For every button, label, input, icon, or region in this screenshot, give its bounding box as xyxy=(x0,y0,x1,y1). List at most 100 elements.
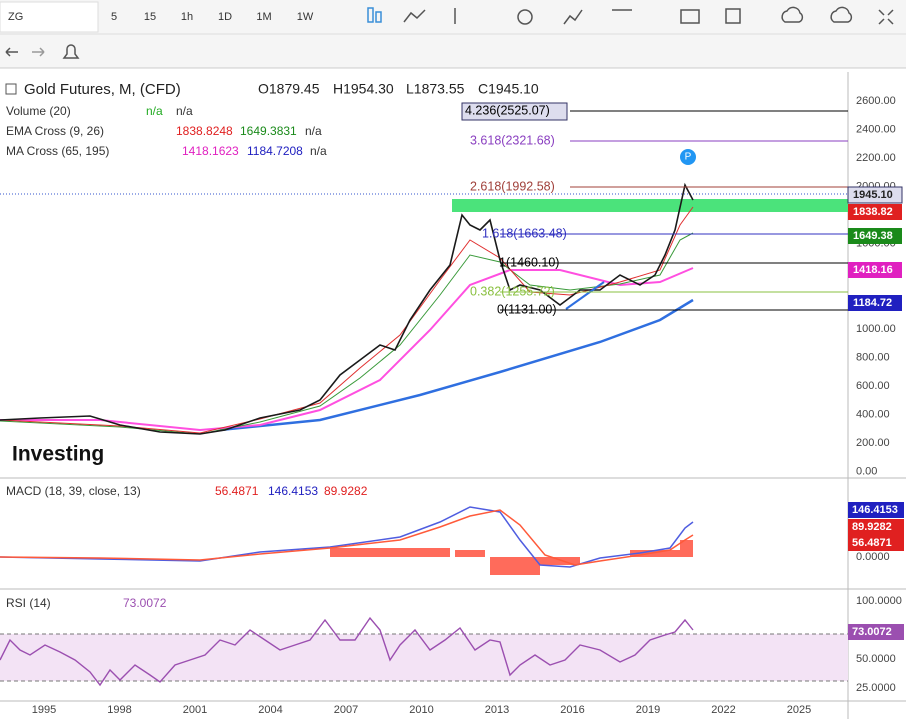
candles-icon[interactable] xyxy=(375,11,382,23)
fib-anchor xyxy=(565,281,605,310)
time-axis-label: 2001 xyxy=(183,704,207,716)
price-tag xyxy=(848,228,902,244)
color-icon[interactable] xyxy=(725,8,741,24)
ma-195 xyxy=(219,298,694,432)
macd-line xyxy=(0,506,694,568)
symbol: ZG xyxy=(8,11,23,23)
interval-button[interactable]: 1h xyxy=(181,11,193,23)
price-axis-label: 800.00 xyxy=(856,351,890,363)
macd-tag-label: 89.9282 xyxy=(852,521,892,533)
fib-zone xyxy=(452,199,848,212)
macd-tag-label: 56.4871 xyxy=(852,537,892,549)
price-tag xyxy=(848,295,902,311)
price-tag xyxy=(847,186,903,204)
price-axis-label: 200.00 xyxy=(856,437,890,449)
price-axis-label: 2600.00 xyxy=(856,95,896,107)
macd-value: 146.4153 xyxy=(268,484,318,498)
indicator-name: MA Cross (65, 195) xyxy=(6,144,109,158)
ohlc-value: C1945.10 xyxy=(478,81,539,97)
marker-label: P xyxy=(685,152,692,163)
interval-button[interactable]: 1D xyxy=(218,11,232,23)
price-axis-label: 2200.00 xyxy=(856,152,896,164)
price-axis-label: 400.00 xyxy=(856,408,890,420)
time-axis-label: 2004 xyxy=(258,704,282,716)
alert-icon[interactable] xyxy=(62,44,80,59)
indicator-value: n/a xyxy=(176,104,193,118)
price-axis-label: 2400.00 xyxy=(856,123,896,135)
fib-label-box xyxy=(461,102,568,121)
price-axis-label: 1000.00 xyxy=(856,323,896,335)
price-tag-label: 1418.16 xyxy=(853,264,893,276)
fib-label: 0(1131.00) xyxy=(497,302,557,316)
rsi-tag xyxy=(848,624,904,640)
interval-button[interactable]: 1W xyxy=(297,11,314,23)
settings-icon[interactable] xyxy=(517,9,533,25)
indicator-value: 1649.3831 xyxy=(240,124,297,138)
price-tag-label: 1184.72 xyxy=(853,297,892,309)
ohlc-value: L1873.55 xyxy=(406,81,465,97)
price-tag xyxy=(848,204,902,220)
indicator-name: Volume (20) xyxy=(6,104,71,118)
rsi-name: RSI (14) xyxy=(6,596,51,610)
rsi-tag-label: 73.0072 xyxy=(852,626,892,638)
line-icon[interactable] xyxy=(403,9,426,23)
interval-button[interactable]: 1M xyxy=(256,11,271,23)
indicator-value: 1184.7208 xyxy=(247,144,303,158)
indicators-icon[interactable] xyxy=(563,9,583,25)
time-axis-label: 2007 xyxy=(334,704,358,716)
macd-name: MACD (18, 39, close, 13) xyxy=(6,484,141,498)
macd-value: 89.9282 xyxy=(324,484,368,498)
toolbar-icons xyxy=(5,6,894,59)
macd-tag xyxy=(848,535,904,551)
candles-icon[interactable] xyxy=(367,7,374,23)
rsi-axis-label: 50.0000 xyxy=(856,653,896,665)
symbol-box[interactable] xyxy=(0,1,99,33)
time-axis-label: 1998 xyxy=(107,704,131,716)
undo-icon[interactable] xyxy=(5,47,18,57)
price-tag-label: 1945.10 xyxy=(853,189,893,201)
time-axis-label: 2019 xyxy=(636,704,660,716)
marker[interactable] xyxy=(680,149,696,165)
fib-label: 2.618(1992.58) xyxy=(470,179,555,193)
time-axis-label: 2022 xyxy=(711,704,735,716)
rsi-line xyxy=(0,616,694,687)
fullscreen-icon[interactable] xyxy=(878,9,894,25)
macd-histogram xyxy=(330,540,693,575)
price-series xyxy=(0,182,694,435)
macd-axis-label: 0.0000 xyxy=(856,551,890,563)
time-axis-label: 2013 xyxy=(485,704,509,716)
macd-value: 56.4871 xyxy=(215,484,259,498)
ohlc-value: H1954.30 xyxy=(333,81,394,97)
time-axis-label: 2016 xyxy=(560,704,584,716)
time-axis-label: 2010 xyxy=(409,704,433,716)
logo: Investing xyxy=(12,443,104,466)
fib-label: 4.236(2525.07) xyxy=(465,103,550,117)
indicator-value: n/a xyxy=(310,144,327,158)
fib-label: 1(1460.10) xyxy=(499,255,559,269)
interval-button[interactable]: 5 xyxy=(111,11,117,23)
fib-label: 3.618(2321.68) xyxy=(470,133,555,147)
time-axis-label: 2025 xyxy=(787,704,811,716)
rsi-axis-label: 25.0000 xyxy=(856,682,896,694)
indicator-value: 1418.1623 xyxy=(182,144,239,158)
ema-9 xyxy=(0,206,694,434)
interval-button[interactable]: 15 xyxy=(144,11,156,23)
cloud-up-icon[interactable] xyxy=(830,6,853,23)
macd-tag xyxy=(848,502,904,518)
price-tag-label: 1838.82 xyxy=(853,206,893,218)
redo-icon[interactable] xyxy=(32,47,45,57)
rsi-axis-label: 100.0000 xyxy=(856,595,902,607)
indicator-value: n/a xyxy=(146,104,163,118)
signal-line xyxy=(0,509,694,566)
camera-icon[interactable] xyxy=(680,9,700,24)
macd-tag xyxy=(848,519,904,535)
price-axis-label: 600.00 xyxy=(856,380,890,392)
cloud-down-icon[interactable] xyxy=(781,6,804,23)
indicator-name: EMA Cross (9, 26) xyxy=(6,124,104,138)
price-axis-label: 0.00 xyxy=(856,465,877,477)
indicator-value: 1838.8248 xyxy=(176,124,233,138)
ohlc-value: O1879.45 xyxy=(258,81,320,97)
rsi-value: 73.0072 xyxy=(123,596,167,610)
